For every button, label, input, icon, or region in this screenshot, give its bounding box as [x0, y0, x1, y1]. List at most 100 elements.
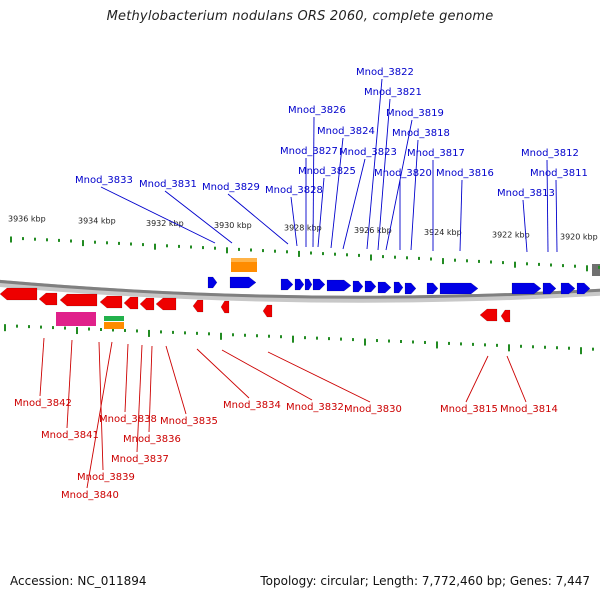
- reverse-leader-line: [98, 341, 104, 471]
- reverse-gene-arrow: [192, 299, 204, 313]
- ruler-tick: [106, 241, 108, 245]
- forward-gene-label: Mnod_3827: [280, 146, 338, 157]
- reverse-gene-arrow: [500, 309, 511, 323]
- ruler-tick: [262, 249, 264, 253]
- forward-gene-label: Mnod_3818: [392, 128, 450, 139]
- forward-leader-line: [164, 190, 233, 244]
- reverse-gene-label: Mnod_3814: [500, 404, 558, 415]
- forward-gene-arrow: [393, 281, 404, 294]
- forward-gene-label: Mnod_3833: [75, 175, 133, 186]
- reverse-leader-line: [506, 355, 527, 403]
- topology-text: Topology: circular; Length: 7,772,460 bp…: [260, 574, 590, 588]
- ruler-tick-lower: [268, 334, 270, 338]
- forward-gene-arrow: [326, 279, 352, 292]
- forward-gene-arrow: [542, 282, 557, 295]
- ruler-tick-lower: [496, 343, 498, 347]
- forward-gene-arrow: [280, 278, 294, 291]
- forward-leader-line: [459, 179, 463, 252]
- ruler-tick-lower: [388, 339, 390, 343]
- forward-gene-arrow: [304, 278, 313, 291]
- reverse-gene-label: Mnod_3836: [123, 434, 181, 445]
- ruler-tick-lower: [196, 331, 198, 335]
- ruler-tick-lower: [160, 330, 162, 334]
- ruler-tick: [586, 265, 588, 272]
- ruler-tick-lower: [316, 336, 318, 340]
- reverse-leader-line: [465, 355, 489, 403]
- reverse-gene-arrow: [38, 292, 58, 306]
- ruler-tick: [454, 258, 456, 262]
- forward-leader-line: [317, 177, 325, 248]
- forward-leader-line: [410, 139, 419, 251]
- ruler-tick: [418, 256, 420, 260]
- ruler-tick: [346, 253, 348, 257]
- reverse-gene-arrow: [139, 297, 155, 311]
- forward-gene-arrow: [560, 282, 576, 295]
- ruler-tick: [142, 243, 144, 247]
- accession-text: Accession: NC_011894: [10, 574, 147, 588]
- accession-value: NC_011894: [77, 574, 147, 588]
- reverse-gene-label: Mnod_3839: [77, 472, 135, 483]
- reverse-leader-line: [86, 341, 113, 489]
- ruler-tick-lower: [112, 328, 114, 332]
- ruler-tick: [298, 250, 300, 257]
- ruler-tick-lower: [244, 333, 246, 337]
- genome-title: Methylobacterium nodulans ORS 2060, comp…: [106, 9, 494, 24]
- ruler-tick: [478, 259, 480, 263]
- ruler-tick: [94, 240, 96, 244]
- forward-gene-label: Mnod_3828: [265, 185, 323, 196]
- ruler-tick: [82, 240, 84, 247]
- forward-gene-arrow: [426, 282, 439, 295]
- forward-gene-label: Mnod_3816: [436, 168, 494, 179]
- reverse-leader-line: [148, 345, 153, 433]
- reverse-leader-line: [136, 344, 143, 453]
- forward-leader-line: [377, 98, 391, 251]
- forward-gene-arrow: [377, 281, 392, 294]
- ruler-label: 3934 kbp: [78, 217, 116, 226]
- ruler-tick-lower: [100, 328, 102, 331]
- reverse-leader-line: [267, 351, 371, 403]
- forward-gene-label: Mnod_3824: [317, 126, 375, 137]
- feature-block-orange-top: [231, 258, 257, 262]
- forward-gene-label: Mnod_3831: [139, 179, 197, 190]
- reverse-leader-line: [124, 343, 129, 413]
- ruler-tick: [334, 252, 336, 256]
- forward-gene-label: Mnod_3825: [298, 166, 356, 177]
- ruler-tick-lower: [472, 342, 474, 346]
- forward-gene-label: Mnod_3817: [407, 148, 465, 159]
- ruler-tick: [202, 246, 204, 250]
- ruler-tick: [574, 264, 576, 268]
- ruler-tick: [214, 246, 216, 250]
- forward-gene-arrow: [207, 276, 218, 289]
- ruler-tick: [22, 237, 24, 241]
- ruler-tick-lower: [568, 346, 570, 350]
- ruler-tick: [550, 263, 552, 267]
- ruler-tick: [190, 245, 192, 249]
- ruler-tick-lower: [532, 345, 534, 349]
- forward-leader-line: [555, 179, 558, 253]
- reverse-leader-line: [39, 337, 45, 397]
- ruler-tick: [286, 250, 288, 254]
- forward-gene-label: Mnod_3821: [364, 87, 422, 98]
- ruler-tick-lower: [256, 334, 258, 338]
- reverse-gene-arrow: [0, 287, 38, 301]
- ruler-tick: [178, 244, 180, 248]
- forward-leader-line: [330, 137, 344, 249]
- ruler-tick-lower: [52, 326, 54, 330]
- ruler-tick-lower: [64, 326, 66, 330]
- ruler-tick: [154, 243, 156, 250]
- ruler-tick-lower: [364, 338, 366, 346]
- ruler-label: 3928 kbp: [284, 223, 322, 232]
- ruler-label: 3924 kbp: [424, 228, 462, 237]
- reverse-leader-line: [165, 345, 187, 415]
- ruler-label: 3922 kbp: [492, 230, 530, 239]
- forward-gene-arrow: [439, 282, 479, 295]
- forward-gene-label: Mnod_3822: [356, 67, 414, 78]
- forward-gene-label: Mnod_3813: [497, 188, 555, 199]
- ruler-tick: [406, 256, 408, 260]
- ruler-tick-lower: [340, 337, 342, 341]
- reverse-gene-arrow: [262, 304, 273, 318]
- feature-block-gray: [592, 264, 600, 276]
- ruler-tick: [226, 247, 228, 254]
- ruler-tick: [274, 249, 276, 253]
